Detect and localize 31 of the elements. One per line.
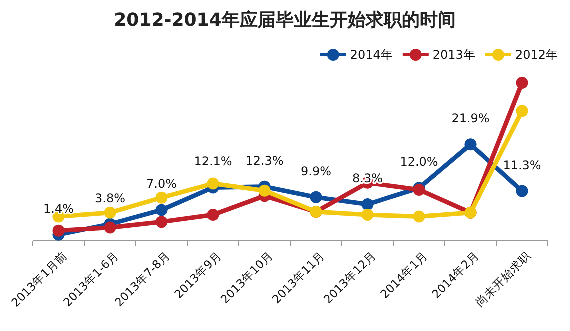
point (207, 178, 220, 190)
point (258, 184, 271, 197)
data-label: 12.0% (400, 155, 438, 170)
data-label: 7.0% (146, 177, 177, 192)
legend-label: 2013年 (432, 48, 476, 62)
data-label: 3.8% (95, 191, 126, 206)
chart-title: 2012-2014年应届毕业生开始求职的时间 (114, 10, 456, 31)
point (310, 191, 322, 204)
data-label: 9.9% (301, 164, 332, 178)
data-label: 1.4% (44, 202, 74, 216)
point (156, 216, 168, 228)
data-label: 11.3% (503, 158, 542, 172)
point (52, 224, 65, 237)
point (156, 204, 168, 216)
point (516, 77, 528, 89)
point (156, 192, 168, 204)
data-label: 8.3% (352, 171, 383, 186)
legend-label: 2014年 (350, 48, 393, 62)
data-label: 12.3% (246, 154, 284, 168)
legend-label: 2012年 (515, 48, 558, 62)
point (516, 185, 528, 198)
data-label: 12.1% (194, 154, 232, 169)
point (104, 222, 116, 234)
point (362, 209, 374, 222)
point (516, 105, 528, 118)
point (362, 198, 374, 210)
point (464, 138, 477, 151)
point (413, 210, 426, 223)
data-label: 21.9% (452, 112, 490, 126)
point (104, 206, 116, 219)
point (207, 209, 220, 222)
